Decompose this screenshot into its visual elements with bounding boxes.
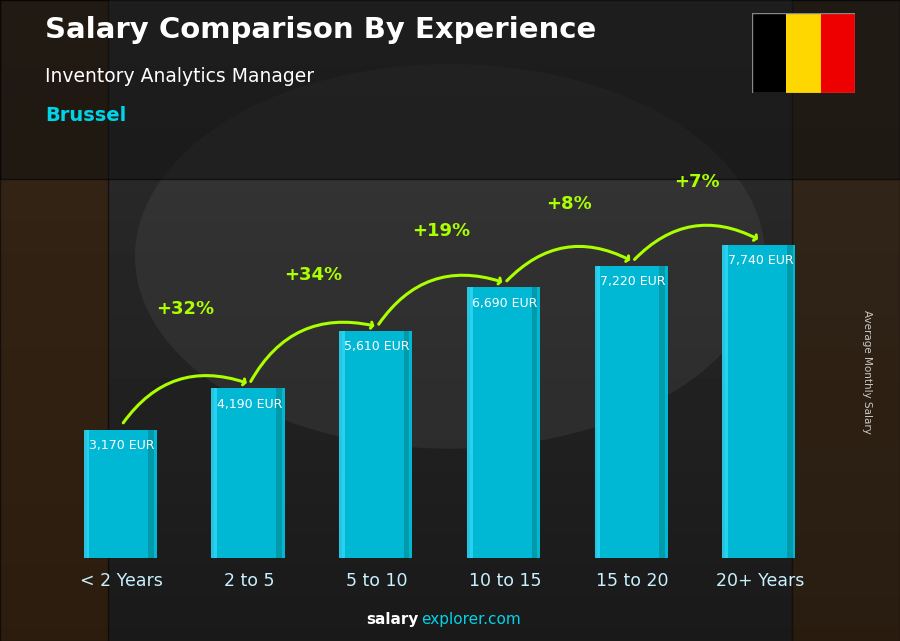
- Text: Average Monthly Salary: Average Monthly Salary: [861, 310, 872, 434]
- Text: Inventory Analytics Manager: Inventory Analytics Manager: [45, 67, 314, 87]
- Bar: [467, 287, 472, 558]
- Bar: [86, 429, 157, 558]
- Bar: [725, 245, 796, 558]
- Text: +8%: +8%: [546, 196, 591, 213]
- Bar: [660, 266, 665, 558]
- Bar: [595, 266, 600, 558]
- FancyBboxPatch shape: [0, 0, 108, 641]
- Text: 7,220 EUR: 7,220 EUR: [600, 275, 665, 288]
- Bar: [752, 13, 786, 93]
- Bar: [723, 245, 728, 558]
- Bar: [786, 13, 821, 93]
- Text: +7%: +7%: [674, 173, 719, 191]
- Text: explorer.com: explorer.com: [421, 612, 521, 627]
- Bar: [598, 266, 668, 558]
- Text: Brussel: Brussel: [45, 106, 126, 125]
- Bar: [532, 287, 537, 558]
- Text: 5,610 EUR: 5,610 EUR: [345, 340, 410, 353]
- Bar: [339, 331, 345, 558]
- Text: 6,690 EUR: 6,690 EUR: [472, 297, 537, 310]
- Bar: [212, 388, 217, 558]
- Text: 3,170 EUR: 3,170 EUR: [89, 439, 155, 452]
- Text: 7,740 EUR: 7,740 EUR: [727, 254, 793, 267]
- Text: +32%: +32%: [157, 299, 214, 317]
- Bar: [404, 331, 410, 558]
- Bar: [84, 429, 89, 558]
- Bar: [788, 245, 793, 558]
- Ellipse shape: [135, 64, 765, 449]
- FancyBboxPatch shape: [0, 0, 900, 179]
- Text: 4,190 EUR: 4,190 EUR: [217, 397, 282, 411]
- Bar: [470, 287, 540, 558]
- Text: +34%: +34%: [284, 266, 342, 284]
- Bar: [148, 429, 154, 558]
- Text: salary: salary: [366, 612, 418, 627]
- FancyBboxPatch shape: [792, 0, 900, 641]
- Bar: [342, 331, 412, 558]
- Text: +19%: +19%: [412, 222, 470, 240]
- Text: Salary Comparison By Experience: Salary Comparison By Experience: [45, 16, 596, 44]
- Bar: [276, 388, 282, 558]
- Bar: [214, 388, 284, 558]
- Bar: [821, 13, 855, 93]
